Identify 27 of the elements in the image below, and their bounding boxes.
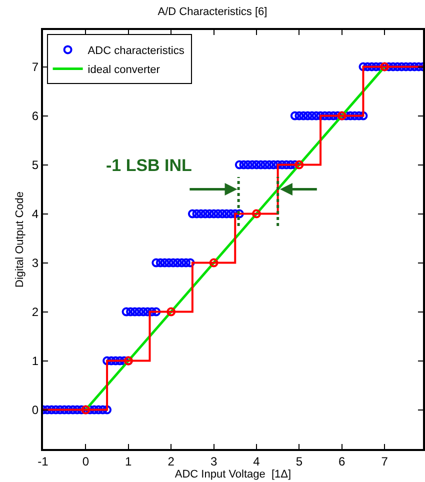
y-tick-label: 5 (32, 158, 39, 172)
legend-label: ADC characteristics (88, 44, 185, 57)
y-tick-label: 0 (32, 403, 39, 417)
x-tick-label: 3 (210, 454, 218, 468)
point (252, 209, 261, 218)
x-tick-label: 2 (168, 454, 175, 468)
y-tick-label: 7 (32, 60, 39, 74)
chart-title: A/D Characteristics [6] (158, 6, 268, 18)
point (166, 307, 176, 316)
y-tick-label: 3 (32, 256, 39, 270)
legend-label: ideal converter (88, 64, 160, 76)
y-axis-title: Digital Output Code (14, 192, 26, 288)
point (209, 258, 218, 268)
x-tick-label: 6 (338, 454, 346, 468)
annotation: -1 LSB INL (106, 156, 192, 175)
y-tick-label: 4 (32, 206, 39, 221)
x-axis-title: ADC Input Voltage [1Δ] (174, 468, 292, 480)
y-tick-label: 6 (32, 108, 39, 123)
x-tick-label: 5 (296, 454, 303, 468)
point (294, 160, 304, 170)
x-tick-label: 4 (253, 454, 260, 468)
y-tick-label: 2 (32, 304, 39, 319)
x-tick-label: -1 (38, 454, 49, 468)
x-tick-label: 1 (125, 454, 132, 468)
x-tick-label: 7 (381, 454, 388, 468)
y-tick-label: 1 (32, 354, 39, 368)
x-tick-label: 0 (82, 454, 90, 468)
